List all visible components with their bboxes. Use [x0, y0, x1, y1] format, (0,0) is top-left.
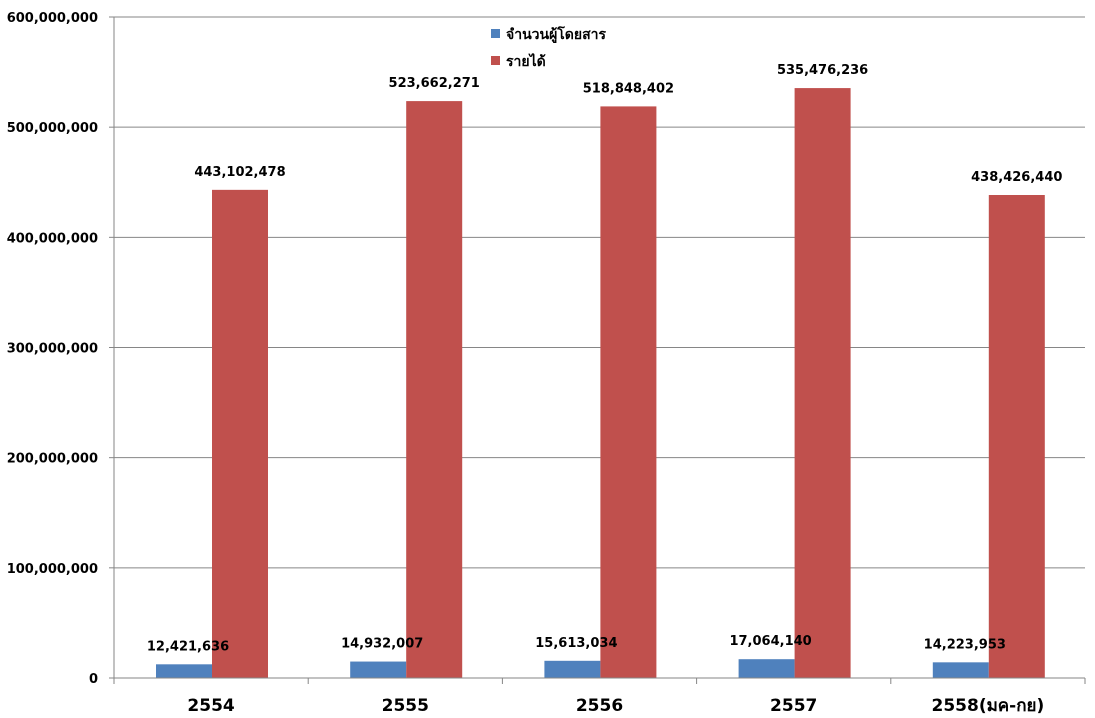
data-label: 518,848,402 [583, 81, 674, 96]
bars [156, 88, 1045, 679]
bar-revenue [212, 189, 268, 679]
x-tick-label: 2555 [382, 696, 429, 716]
data-labels: 12,421,636 443,102,478 14,932,007 523,662,2… [147, 63, 1063, 654]
bar-passengers [156, 664, 212, 678]
y-tick-label: 100,000,000 [7, 562, 98, 577]
data-label: 15,613,034 [535, 636, 617, 651]
bar-passengers [544, 660, 601, 678]
data-label: 523,662,271 [389, 76, 480, 91]
x-tick-label: 2558(มค-กย) [932, 696, 1045, 716]
data-label: 14,932,007 [341, 637, 423, 652]
x-tick-label: 2556 [576, 696, 623, 716]
y-tick-label: 500,000,000 [7, 121, 98, 136]
y-tick-label: 0 [89, 672, 98, 687]
x-axis: 2554 2555 2556 2557 2558(มค-กย) [113, 677, 1086, 716]
legend-label: รายได้ [506, 52, 546, 70]
bar-passengers [932, 662, 989, 678]
legend-swatch [491, 29, 500, 38]
data-label: 438,426,440 [971, 170, 1062, 185]
gridlines [114, 16, 1085, 569]
x-tick-label: 2557 [770, 696, 817, 716]
data-label: 443,102,478 [194, 165, 285, 180]
data-label: 535,476,236 [777, 63, 868, 78]
legend-swatch [491, 56, 500, 65]
y-tick-label: 600,000,000 [7, 11, 98, 26]
bar-revenue [600, 106, 657, 679]
y-tick-label: 400,000,000 [7, 231, 98, 246]
bar-revenue [406, 101, 463, 678]
data-label: 14,223,953 [924, 637, 1006, 652]
legend-label: จำนวนผู้โดยสาร [506, 25, 606, 43]
bar-passengers [350, 661, 407, 678]
bar-revenue [988, 195, 1045, 679]
bar-revenue [794, 88, 851, 678]
data-label: 17,064,140 [729, 634, 811, 649]
data-label: 12,421,636 [147, 639, 229, 654]
bar-passengers [738, 659, 795, 678]
y-tick-label: 300,000,000 [7, 342, 98, 357]
x-tick-label: 2554 [187, 696, 234, 716]
y-tick-label: 200,000,000 [7, 452, 98, 467]
y-axis: 0 100,000,000 200,000,000 300,000,000 400,00… [7, 11, 115, 687]
